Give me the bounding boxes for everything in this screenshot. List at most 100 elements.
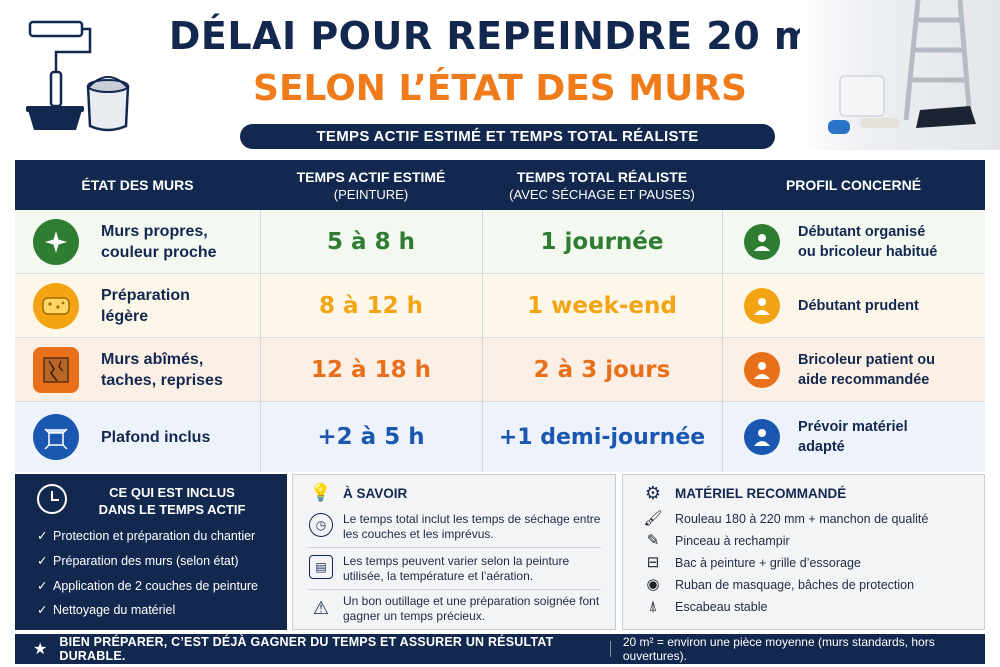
active-time-value: +2 à 5 h [317, 424, 425, 450]
state-label: Plafond inclus [101, 428, 211, 446]
sponge-icon [33, 283, 79, 329]
column-divider [482, 210, 483, 472]
active-time-value: 12 à 18 h [311, 357, 431, 383]
ladder-icon: ⍋ [648, 598, 658, 615]
header-profile-label: PROFIL CONCERNÉ [785, 177, 922, 193]
total-time-value: +1 demi-journée [498, 424, 706, 450]
user-icon [744, 224, 780, 260]
included-item-label: Protection et préparation du chantier [53, 529, 256, 543]
clock-icon [37, 484, 67, 514]
check-icon: ✓ [37, 554, 48, 568]
equipment-item: Escabeau stable [675, 600, 768, 614]
list-item: ✓ Nettoyage du matériel [37, 602, 175, 617]
equipment-panel: ⚙ MATÉRIEL RECOMMANDÉ 🖌 Rouleau 180 à 22… [622, 474, 985, 630]
list-item: ✓ Protection et préparation du chantier [37, 528, 255, 543]
header-total-line2: (AVEC SÉCHAGE ET PAUSES) [509, 186, 695, 202]
lightbulb-icon: 💡 [310, 483, 332, 502]
equipment-item: Ruban de masquage, bâches de protection [675, 578, 915, 592]
active-time-cell: 5 à 8 h [260, 210, 482, 274]
table-row: Préparation légère 8 à 12 h 1 week-end D… [15, 274, 985, 338]
included-title: CE QUI EST INCLUS DANS LE TEMPS ACTIF [98, 485, 246, 517]
table-row: Murs propres, couleur proche 5 à 8 h 1 j… [15, 210, 985, 274]
equipment-title: MATÉRIEL RECOMMANDÉ [675, 486, 847, 501]
table-row: Murs abîmés, taches, reprises 12 à 18 h … [15, 338, 985, 402]
included-item-label: Application de 2 couches de peinture [53, 579, 259, 593]
header-total-line1: TEMPS TOTAL RÉALISTE [516, 168, 688, 185]
tips-title: À SAVOIR [343, 486, 408, 501]
state-label: Préparation légère [101, 287, 190, 325]
profile-cell: Bricoleur patient ou aide recommandée [722, 338, 985, 402]
paint-tray-icon: ⊟ [646, 554, 660, 571]
roller-icon: 🖌 [643, 510, 663, 527]
footer-banner: ★ BIEN PRÉPARER, C’EST DÉJÀ GAGNER DU TE… [15, 634, 985, 664]
title-line-2: SELON L’ÉTAT DES MURS [253, 68, 747, 109]
header-state-label: ÉTAT DES MURS [81, 177, 194, 193]
header-active-line1: TEMPS ACTIF ESTIMÉ [296, 168, 446, 185]
painting-scene-photo [800, 0, 1000, 150]
state-label: Murs abîmés, taches, reprises [101, 351, 223, 389]
profile-label: Débutant organisé ou bricoleur habitué [798, 224, 938, 260]
profile-label: Prévoir matériel adapté [798, 419, 908, 455]
equipment-item: Pinceau à rechampir [675, 534, 790, 548]
ceiling-room-icon [33, 414, 79, 460]
list-item: ✓ Application de 2 couches de peinture [37, 578, 258, 593]
state-label: Murs propres, couleur proche [101, 223, 217, 261]
header: DÉLAI POUR REPEINDRE 20 m² SELON L’ÉTAT … [0, 0, 1000, 158]
profile-label: Débutant prudent [798, 298, 919, 314]
footer-divider [609, 641, 611, 657]
profile-cell: Débutant organisé ou bricoleur habitué [722, 210, 985, 274]
subtitle-banner: TEMPS ACTIF ESTIMÉ ET TEMPS TOTAL RÉALIS… [240, 124, 775, 149]
profile-cell: Débutant prudent [722, 274, 985, 338]
footer-note: 20 m² = environ une pièce moyenne (murs … [622, 635, 935, 663]
total-time-cell: 2 à 3 jours [482, 338, 722, 402]
star-icon: ★ [33, 641, 48, 658]
total-time-cell: +1 demi-journée [482, 402, 722, 472]
ladder-icon [828, 0, 976, 134]
active-time-cell: 8 à 12 h [260, 274, 482, 338]
sparkle-icon [33, 219, 79, 265]
check-icon: ✓ [37, 529, 48, 543]
footer-message: BIEN PRÉPARER, C’EST DÉJÀ GAGNER DU TEMP… [59, 635, 554, 663]
gear-icon: ⚙ [644, 483, 662, 503]
state-cell: Murs propres, couleur proche [15, 210, 260, 274]
total-time-cell: 1 journée [482, 210, 722, 274]
user-icon [744, 419, 780, 455]
check-icon: ✓ [37, 603, 48, 617]
total-time-value: 1 week-end [527, 293, 677, 319]
total-time-value: 1 journée [540, 229, 664, 255]
equipment-item: Rouleau 180 à 220 mm + manchon de qualit… [675, 512, 929, 526]
active-time-cell: 12 à 18 h [260, 338, 482, 402]
header-total-time: TEMPS TOTAL RÉALISTE (AVEC SÉCHAGE ET PA… [482, 160, 722, 210]
header-profile: PROFIL CONCERNÉ [722, 160, 985, 210]
header-state: ÉTAT DES MURS [15, 160, 260, 210]
total-time-value: 2 à 3 jours [533, 357, 671, 383]
tip-text: Le temps total inclut les temps de sécha… [343, 512, 601, 541]
tape-icon: ◉ [646, 576, 660, 593]
title-line-1: DÉLAI POUR REPEINDRE 20 m² [168, 14, 832, 58]
table-row: Plafond inclus +2 à 5 h +1 demi-journée … [15, 402, 985, 472]
total-time-cell: 1 week-end [482, 274, 722, 338]
included-item-label: Nettoyage du matériel [53, 603, 176, 617]
equipment-item: Bac à peinture + grille d’essorage [675, 556, 861, 570]
state-cell: Plafond inclus [15, 402, 260, 472]
tip-text: Un bon outillage et une préparation soig… [343, 594, 600, 623]
column-divider [260, 210, 261, 472]
duration-table: ÉTAT DES MURS TEMPS ACTIF ESTIMÉ (PEINTU… [15, 160, 985, 472]
brush-icon: ✎ [646, 532, 660, 549]
paint-can-icon: ▤ [309, 555, 333, 579]
profile-label: Bricoleur patient ou aide recommandée [798, 352, 935, 388]
state-cell: Préparation légère [15, 274, 260, 338]
included-item-label: Préparation des murs (selon état) [53, 554, 239, 568]
warning-icon: ⚠ [312, 597, 330, 618]
tips-panel: 💡 À SAVOIR ◷ Le temps total inclut les t… [292, 474, 616, 630]
table-header: ÉTAT DES MURS TEMPS ACTIF ESTIMÉ (PEINTU… [15, 160, 985, 210]
active-time-value: 8 à 12 h [319, 293, 423, 319]
roller-and-bucket-icon [26, 20, 130, 132]
user-icon [744, 352, 780, 388]
check-icon: ✓ [37, 579, 48, 593]
clock-icon: ◷ [309, 513, 333, 537]
active-time-value: 5 à 8 h [327, 229, 415, 255]
column-divider [722, 210, 723, 472]
divider [307, 547, 601, 548]
user-icon [744, 288, 780, 324]
